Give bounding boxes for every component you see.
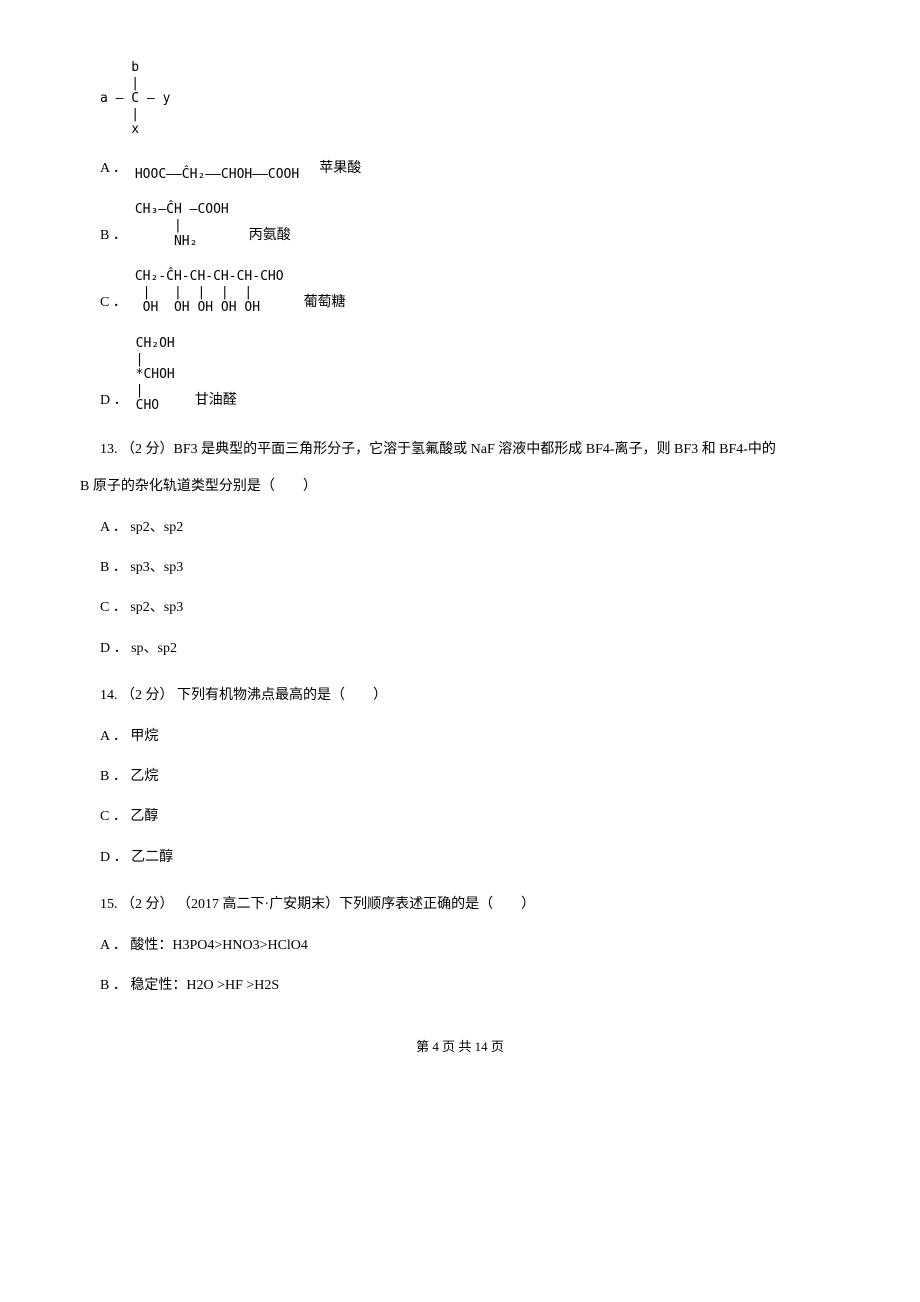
q13-text-line1: 13. （2 分）BF3 是典型的平面三角形分子，它溶于氢氟酸或 NaF 溶液中…	[100, 439, 840, 461]
q14-option-b: B ． 乙烷	[100, 766, 840, 788]
q12-option-c: C ． CH₂-ĈH-CH-CH-CH-CHO | | | | | OH OH …	[100, 269, 840, 316]
q13-option-c: C ． sp2、sp3	[100, 597, 840, 619]
q12-option-a: A ． HOOC——ĈH₂——CHOH——COOH 苹果酸	[100, 158, 840, 182]
name-glucose: 葡萄糖	[304, 292, 346, 316]
q14-option-d: D ． 乙二醇	[100, 847, 840, 869]
q13-text-line2: B 原子的杂化轨道类型分别是（ ）	[80, 476, 840, 498]
q12-option-d: D ． CH₂OH | *CHOH | CHO 甘油醛	[100, 336, 840, 414]
page-footer: 第 4 页 共 14 页	[80, 1037, 840, 1058]
q14-option-c: C ． 乙醇	[100, 806, 840, 828]
q12-option-b: B ． CH₃—ĈH —COOH | NH₂ 丙氨酸	[100, 202, 840, 249]
top-chemical-diagram: b | a — C — y | x	[100, 60, 840, 138]
q15-option-b: B ． 稳定性：H2O >HF >H2S	[100, 975, 840, 997]
option-label-b: B ．	[100, 225, 127, 249]
option-label-d: D ．	[100, 390, 128, 414]
q13-option-b: B ． sp3、sp3	[100, 557, 840, 579]
name-malic-acid: 苹果酸	[319, 158, 361, 182]
q14-option-a: A ． 甲烷	[100, 726, 840, 748]
formula-glucose: CH₂-ĈH-CH-CH-CH-CHO | | | | | OH OH OH O…	[135, 269, 284, 316]
q13-option-a: A ． sp2、sp2	[100, 517, 840, 539]
option-label-c: C ．	[100, 292, 127, 316]
q13-option-d: D ． sp、sp2	[100, 638, 840, 660]
formula-malic-acid: HOOC——ĈH₂——CHOH——COOH	[135, 167, 299, 183]
name-glyceraldehyde: 甘油醛	[195, 390, 237, 414]
q14-text: 14. （2 分） 下列有机物沸点最高的是（ ）	[100, 685, 840, 707]
formula-glyceraldehyde: CH₂OH | *CHOH | CHO	[136, 336, 175, 414]
name-alanine: 丙氨酸	[249, 225, 291, 249]
formula-alanine: CH₃—ĈH —COOH | NH₂	[135, 202, 229, 249]
q15-option-a: A ． 酸性：H3PO4>HNO3>HClO4	[100, 935, 840, 957]
q15-text: 15. （2 分） （2017 高二下·广安期末）下列顺序表述正确的是（ ）	[100, 894, 840, 916]
option-label-a: A ．	[100, 158, 127, 182]
